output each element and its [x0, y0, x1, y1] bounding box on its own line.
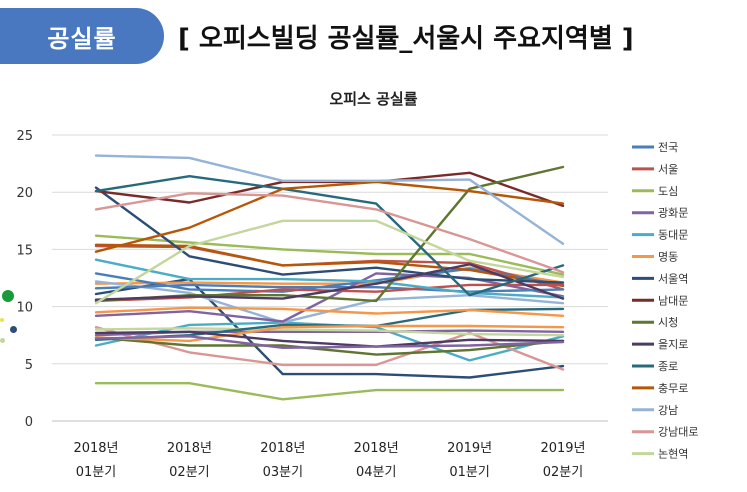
decor-dot-lime [0, 338, 5, 343]
legend-label: 을지로 [658, 338, 688, 351]
y-tick-label: 20 [16, 186, 33, 201]
x-tick-label: 04분기 [356, 465, 396, 480]
series-line [94, 171, 565, 208]
y-tick-label: 10 [16, 301, 33, 316]
x-tick-label: 03분기 [263, 465, 303, 480]
series-line [94, 154, 565, 245]
x-tick-label: 01분기 [449, 465, 489, 480]
legend-label: 도심 [658, 185, 678, 198]
x-tick-label: 02분기 [169, 465, 209, 480]
series-line [94, 174, 565, 297]
series-line [94, 324, 565, 343]
series-line [94, 192, 565, 274]
legend-label: 전국 [658, 141, 678, 154]
series-line [94, 327, 565, 337]
decor-dot-green [2, 290, 14, 302]
chart-title: 오피스 공실률 [329, 90, 418, 108]
series-line [94, 306, 565, 317]
x-tick-label: 2019년 [447, 441, 492, 456]
section-tab-label: 공실률 [47, 24, 117, 53]
legend-label: 서울역 [658, 272, 688, 285]
series-line [94, 219, 565, 305]
series-line [94, 263, 565, 301]
x-tick-label: 2018년 [260, 441, 305, 456]
y-tick-label: 15 [16, 243, 33, 258]
legend-label: 종로 [658, 360, 678, 373]
x-tick-label: 01분기 [76, 465, 116, 480]
legend-label: 강남대로 [658, 426, 698, 439]
x-tick-label: 2018년 [167, 441, 212, 456]
series-line [94, 330, 565, 348]
y-tick-label: 0 [25, 415, 33, 430]
legend-label: 논현역 [658, 448, 688, 461]
slide-title: [ 오피스빌딩 공실률_서울시 주요지역별 ] [178, 23, 634, 54]
legend-label: 동대문 [658, 229, 688, 242]
x-tick-label: 2018년 [73, 441, 118, 456]
series-line [94, 180, 565, 253]
y-tick-label: 25 [16, 129, 33, 144]
section-tab: 공실률 [0, 8, 164, 64]
x-tick-label: 2019년 [540, 441, 585, 456]
legend-label: 충무로 [658, 382, 688, 395]
series-line [94, 186, 565, 284]
series-line [94, 258, 565, 299]
decor-dot-yellow [0, 318, 4, 322]
series-line [94, 234, 565, 276]
legend-label: 강남 [658, 404, 678, 417]
y-tick-label: 5 [25, 358, 33, 373]
legend-label: 명동 [658, 251, 678, 264]
x-tick-label: 2018년 [354, 441, 399, 456]
series-line [94, 335, 565, 349]
series-line [94, 336, 565, 356]
series-line [94, 382, 565, 401]
legend-label: 서울 [658, 163, 678, 176]
decor-dot-navy [10, 326, 17, 333]
legend-label: 남대문 [658, 294, 688, 307]
legend-label: 광화문 [658, 207, 688, 220]
x-tick-label: 02분기 [543, 465, 583, 480]
legend-label: 시청 [658, 316, 678, 329]
